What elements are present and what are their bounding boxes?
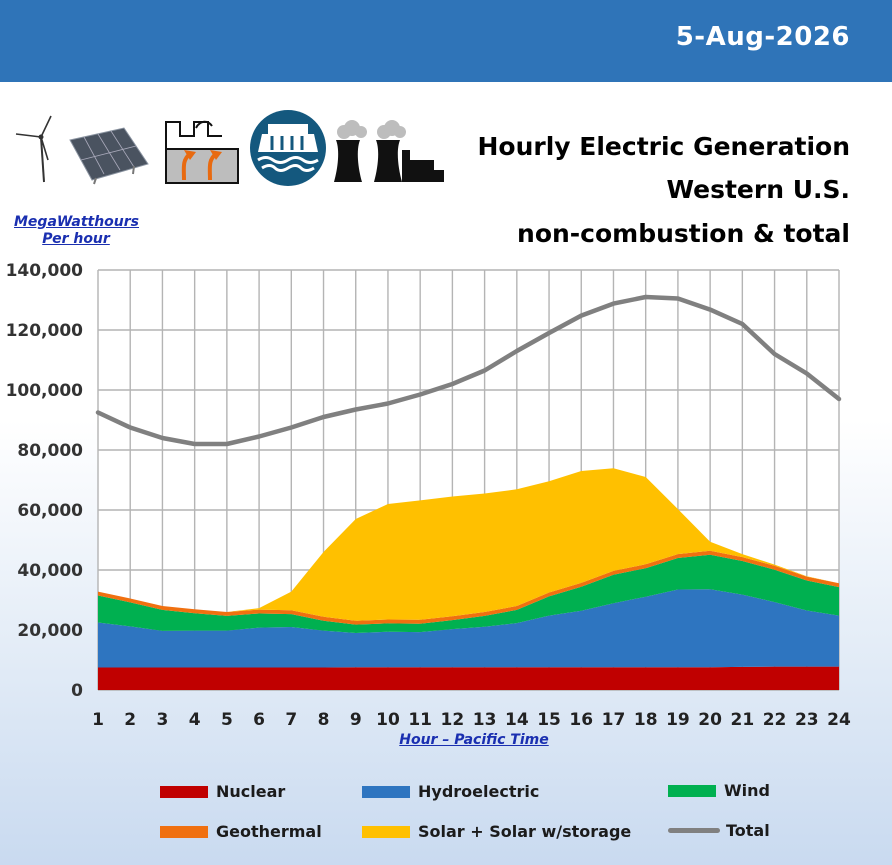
x-tick-label: 18: [634, 710, 658, 730]
hydro-dam-icon: [250, 110, 326, 186]
y-axis-label-line-2: Per hour: [42, 231, 110, 247]
x-tick-label: 21: [731, 710, 755, 730]
legend-item-solar: Solar + Solar w/storage: [362, 822, 631, 841]
geothermal-plant-icon: [165, 120, 239, 184]
area-solar: [98, 468, 839, 621]
legend-item-geothermal: Geothermal: [160, 822, 322, 841]
legend-label-wind: Wind: [724, 781, 770, 800]
x-tick-label: 6: [253, 710, 265, 730]
y-tick-label: 40,000: [17, 561, 83, 581]
x-tick-label: 14: [505, 710, 529, 730]
y-tick-label: 80,000: [17, 441, 83, 461]
x-tick-label: 16: [569, 710, 593, 730]
legend-item-wind: Wind: [668, 781, 770, 800]
legend-swatch-hydroelectric: [362, 785, 410, 798]
legend-swatch-total: [668, 828, 720, 833]
legend-label-nuclear: Nuclear: [216, 782, 286, 801]
legend-swatch-nuclear: [160, 785, 208, 798]
x-tick-label: 11: [408, 710, 432, 730]
x-tick-label: 19: [666, 710, 690, 730]
energy-icons: [15, 110, 444, 186]
y-tick-label: 100,000: [6, 381, 84, 401]
y-tick-label: 120,000: [6, 321, 84, 341]
solar-panel-icon: [69, 127, 149, 185]
area-hydroelectric: [98, 589, 839, 668]
x-tick-label: 1: [92, 710, 104, 730]
legend-swatch-solar: [362, 825, 410, 838]
x-tick-label: 2: [124, 710, 136, 730]
legend-swatch-geothermal: [160, 825, 208, 838]
y-axis-label: MegaWatthours Per hour: [14, 214, 140, 248]
x-tick-labels: 1 2 3 4 5 6 7 8 9 10 11 12 13 14 15 16 17 18 19 20 21 22 23 24: [92, 710, 851, 730]
legend-label-hydroelectric: Hydroelectric: [418, 782, 540, 801]
x-tick-label: 13: [473, 710, 497, 730]
stacked-areas: [98, 468, 839, 690]
y-tick-label: 140,000: [6, 261, 84, 281]
chart-title-line-1: Hourly Electric Generation: [477, 132, 850, 161]
x-tick-label: 12: [441, 710, 465, 730]
legend-label-total: Total: [726, 821, 770, 840]
y-tick-label: 20,000: [17, 621, 83, 641]
header-bar: 5-Aug-2026: [0, 0, 892, 82]
nuclear-plant-icon: [334, 120, 444, 182]
x-tick-label: 4: [189, 710, 201, 730]
area-nuclear: [98, 666, 839, 690]
chart-title-line-3: non-combustion & total: [517, 219, 850, 248]
generation-chart: 0 20,000 40,000 60,000 80,000 100,000 120,000 1…: [6, 261, 851, 730]
x-tick-label: 24: [827, 710, 851, 730]
x-tick-label: 5: [221, 710, 233, 730]
x-tick-label: 17: [602, 710, 626, 730]
x-tick-label: 10: [376, 710, 400, 730]
x-tick-label: 20: [698, 710, 722, 730]
legend-item-hydroelectric: Hydroelectric: [362, 782, 539, 801]
wind-turbine-icon: [15, 115, 52, 183]
x-tick-label: 8: [318, 710, 330, 730]
legend-swatch-wind: [668, 784, 716, 797]
legend-label-solar: Solar + Solar w/storage: [418, 822, 632, 841]
legend-item-total: Total: [668, 821, 770, 840]
x-tick-label: 22: [763, 710, 787, 730]
x-tick-label: 15: [537, 710, 561, 730]
y-tick-label: 0: [71, 681, 83, 701]
line-total: [95, 294, 842, 447]
x-tick-label: 9: [350, 710, 362, 730]
x-tick-label: 23: [795, 710, 819, 730]
x-tick-label: 3: [157, 710, 169, 730]
x-tick-label: 7: [285, 710, 297, 730]
x-axis-label: Hour – Pacific Time: [399, 732, 549, 748]
chart-title-line-2: Western U.S.: [666, 175, 850, 204]
total-line-layer: [95, 294, 842, 447]
area-wind: [98, 554, 839, 633]
y-tick-label: 60,000: [17, 501, 83, 521]
report-date: 5-Aug-2026: [675, 22, 850, 52]
y-axis-label-line-1: MegaWatthours: [14, 214, 140, 230]
legend-label-geothermal: Geothermal: [216, 822, 322, 841]
legend-item-nuclear: Nuclear: [160, 782, 285, 801]
y-tick-labels: 0 20,000 40,000 60,000 80,000 100,000 120,000 1…: [6, 261, 84, 701]
